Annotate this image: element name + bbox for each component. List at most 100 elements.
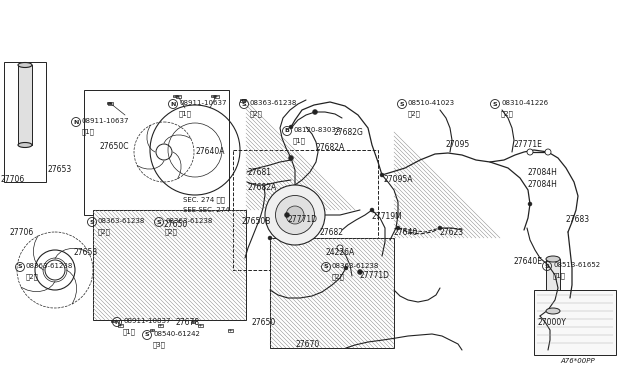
Text: （1）: （1） — [82, 128, 95, 135]
Text: 27084H: 27084H — [528, 180, 558, 189]
Ellipse shape — [18, 142, 32, 148]
Text: 27771E: 27771E — [514, 140, 543, 149]
Bar — [534, 290, 616, 355]
Bar — [118, 324, 123, 327]
Bar — [18, 65, 32, 145]
Text: （2）: （2） — [165, 228, 178, 235]
Text: 27650B: 27650B — [241, 217, 270, 226]
Text: S: S — [493, 102, 497, 106]
Circle shape — [275, 196, 314, 234]
Text: （2）: （2） — [250, 110, 263, 116]
Bar — [108, 102, 113, 105]
Text: （2）: （2） — [332, 273, 345, 280]
Text: （1）: （1） — [179, 110, 192, 116]
Circle shape — [396, 226, 400, 230]
Bar — [198, 324, 203, 327]
Bar — [228, 329, 233, 332]
Text: 08911-10637: 08911-10637 — [82, 118, 129, 124]
Text: 08363-61238: 08363-61238 — [26, 263, 74, 269]
Text: 27650C: 27650C — [100, 142, 129, 151]
Text: （1）: （1） — [553, 272, 566, 279]
Circle shape — [337, 245, 343, 251]
Bar — [191, 321, 195, 323]
Bar — [158, 324, 163, 327]
Bar — [111, 320, 115, 322]
Text: S: S — [324, 264, 328, 269]
Text: 27682: 27682 — [320, 228, 344, 237]
Text: 27771D: 27771D — [360, 271, 390, 280]
Text: 27095A: 27095A — [383, 175, 413, 184]
Ellipse shape — [546, 308, 560, 314]
Text: 27095: 27095 — [446, 140, 470, 149]
Text: S: S — [90, 219, 94, 224]
Circle shape — [268, 236, 272, 240]
Circle shape — [285, 212, 289, 218]
Text: S: S — [145, 333, 149, 337]
Text: SEE SEC. 274: SEE SEC. 274 — [183, 207, 230, 213]
Text: 27640A: 27640A — [195, 147, 225, 156]
Text: （2）: （2） — [408, 110, 421, 116]
Text: 24226A: 24226A — [325, 248, 355, 257]
Text: 27771D: 27771D — [287, 215, 317, 224]
Text: 08510-41023: 08510-41023 — [408, 100, 455, 106]
Text: （1）: （1） — [293, 137, 306, 144]
Ellipse shape — [18, 62, 32, 67]
Circle shape — [312, 109, 317, 115]
Circle shape — [380, 173, 384, 177]
Text: S: S — [18, 264, 22, 269]
Text: 27706: 27706 — [1, 175, 25, 184]
Text: 27706: 27706 — [10, 228, 34, 237]
Bar — [107, 102, 111, 104]
Text: S: S — [400, 102, 404, 106]
Text: 27000Y: 27000Y — [538, 318, 567, 327]
Text: 08363-61238: 08363-61238 — [332, 263, 380, 269]
Circle shape — [265, 185, 325, 245]
Text: B: B — [285, 128, 289, 134]
Circle shape — [370, 208, 374, 212]
Bar — [84, 90, 229, 215]
Bar — [93, 210, 246, 320]
Text: 27682G: 27682G — [334, 128, 364, 137]
Text: 27653: 27653 — [48, 165, 72, 174]
Text: 27678: 27678 — [175, 318, 199, 327]
Text: A76*00PP: A76*00PP — [560, 358, 595, 364]
Text: 08513-61652: 08513-61652 — [553, 262, 600, 268]
Text: 27623: 27623 — [440, 228, 464, 237]
Text: 27653: 27653 — [74, 248, 99, 257]
Text: S: S — [242, 102, 246, 106]
Text: 08310-41226: 08310-41226 — [501, 100, 548, 106]
Text: （1）: （1） — [123, 328, 136, 334]
Circle shape — [527, 149, 533, 155]
Text: 27084H: 27084H — [528, 168, 558, 177]
Text: （3）: （3） — [153, 341, 166, 347]
Circle shape — [289, 125, 293, 129]
Text: N: N — [115, 320, 120, 324]
Circle shape — [358, 269, 362, 275]
Circle shape — [344, 266, 348, 270]
Bar — [240, 99, 245, 102]
Text: N: N — [74, 119, 79, 125]
Bar — [176, 95, 181, 98]
Bar — [150, 329, 154, 331]
Circle shape — [528, 202, 532, 206]
Text: 27682A: 27682A — [247, 183, 276, 192]
Text: 08120-83033: 08120-83033 — [293, 127, 340, 133]
Circle shape — [289, 155, 294, 160]
Text: 08540-61242: 08540-61242 — [153, 331, 200, 337]
Text: 27650: 27650 — [163, 220, 188, 229]
Text: 08363-61238: 08363-61238 — [250, 100, 298, 106]
Text: S: S — [545, 263, 549, 269]
Text: N: N — [170, 102, 176, 106]
Text: 27640: 27640 — [393, 228, 417, 237]
Bar — [233, 150, 378, 270]
Bar — [270, 238, 394, 348]
Circle shape — [438, 226, 442, 230]
Bar — [173, 95, 177, 97]
Text: S: S — [157, 219, 161, 224]
Text: 08911-10837: 08911-10837 — [123, 318, 170, 324]
Bar — [211, 95, 215, 97]
Text: 27719M: 27719M — [372, 212, 403, 221]
Text: 08363-61238: 08363-61238 — [98, 218, 145, 224]
Ellipse shape — [546, 256, 560, 262]
Text: 27683: 27683 — [565, 215, 589, 224]
